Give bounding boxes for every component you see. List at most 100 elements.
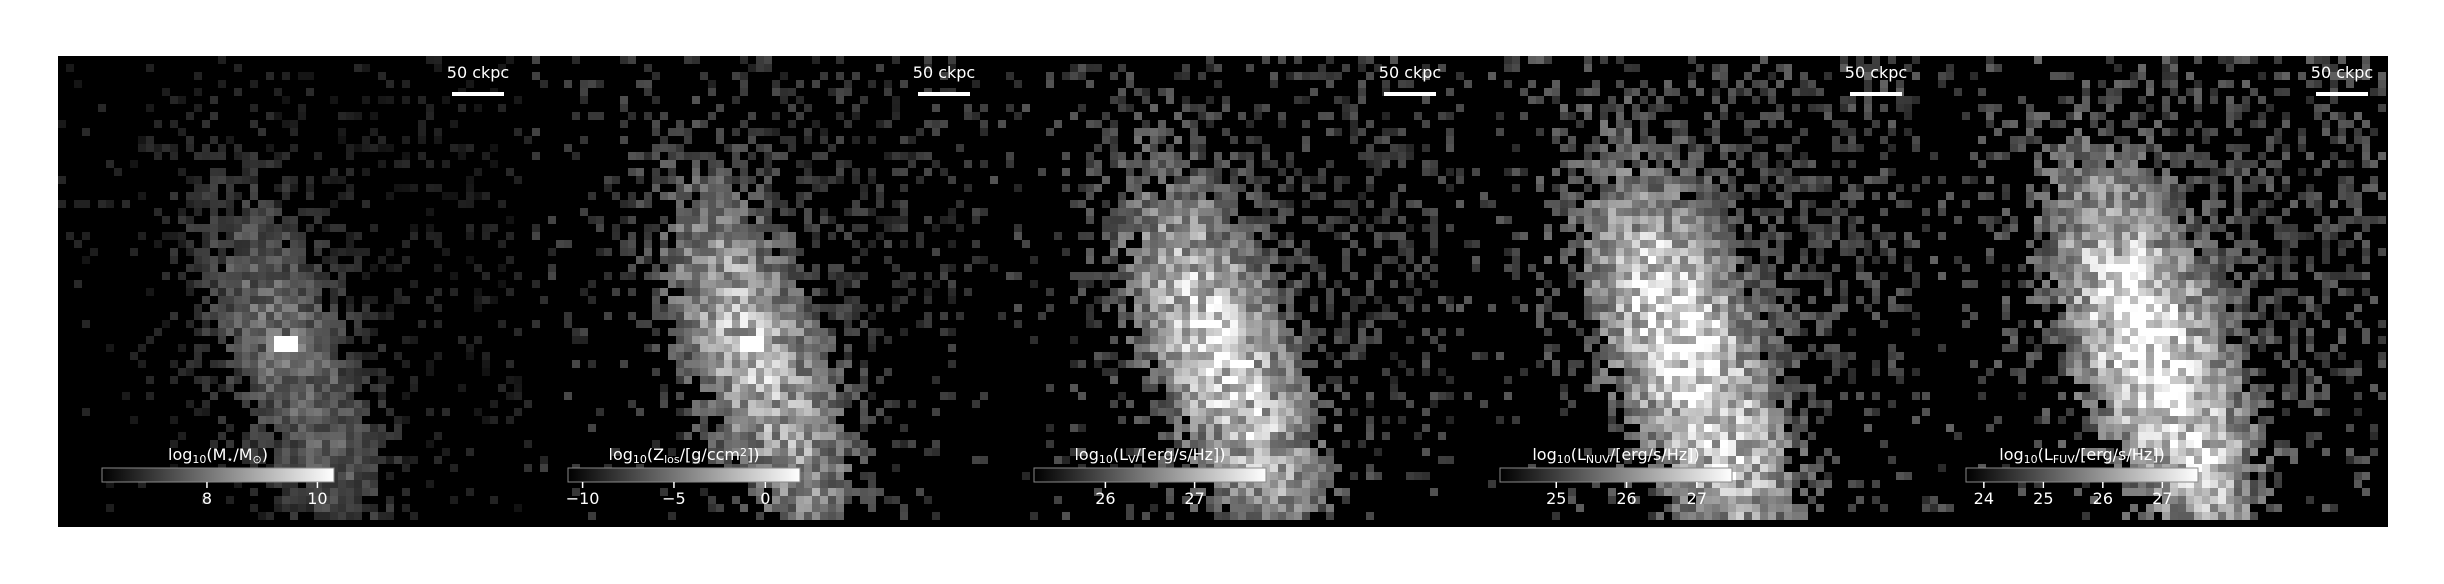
image-pixel [820,464,828,472]
image-pixel [1704,280,1712,288]
image-pixel [1246,360,1254,368]
image-pixel [1262,456,1270,464]
image-pixel [1358,192,1366,200]
image-pixel [788,280,796,288]
image-pixel [1912,280,1920,288]
image-pixel [716,160,724,168]
image-pixel [434,304,442,312]
image-pixel [1624,200,1632,208]
image-pixel [1294,360,1302,368]
image-pixel [346,392,354,400]
image-pixel [964,104,972,112]
image-pixel [1374,152,1382,160]
image-pixel [892,280,900,288]
image-pixel [258,208,266,216]
image-pixel [1078,184,1086,192]
image-pixel [900,168,908,176]
image-pixel [1824,376,1832,384]
image-pixel [796,440,804,448]
image-pixel [178,96,186,104]
image-pixel [1608,280,1616,288]
image-pixel [748,408,756,416]
image-pixel [1472,240,1480,248]
image-pixel [1640,400,1648,408]
image-pixel [1134,312,1142,320]
image-pixel [1752,288,1760,296]
image-pixel [1776,104,1784,112]
image-pixel [1672,160,1680,168]
image-pixel [1222,248,1230,256]
image-pixel [1142,128,1150,136]
image-pixel [932,160,940,168]
image-pixel [1214,448,1222,456]
image-pixel [1318,264,1326,272]
image-pixel [668,272,676,280]
image-pixel [1840,56,1848,64]
image-pixel [402,296,410,304]
image-pixel [234,480,242,488]
image-pixel [1816,272,1824,280]
image-pixel [1134,256,1142,264]
image-pixel [258,248,266,256]
image-pixel [1278,408,1286,416]
image-pixel [1230,304,1238,312]
image-pixel [194,152,202,160]
image-pixel [932,376,940,384]
image-pixel [1616,272,1624,280]
image-pixel [274,272,282,280]
image-pixel [1142,192,1150,200]
image-pixel [1648,152,1656,160]
image-pixel [804,400,812,408]
image-pixel [282,376,290,384]
image-pixel [1358,80,1366,88]
image-pixel [932,280,940,288]
image-pixel [1278,496,1286,504]
image-pixel [948,360,956,368]
image-pixel [652,328,660,336]
image-pixel [820,472,828,480]
image-pixel [1624,296,1632,304]
image-pixel [1198,192,1206,200]
image-pixel [756,240,764,248]
image-pixel [1664,264,1672,272]
image-pixel [282,312,290,320]
image-pixel [836,440,844,448]
image-pixel [804,480,812,488]
image-pixel [1864,112,1872,120]
image-pixel [1704,144,1712,152]
image-pixel [716,208,724,216]
image-pixel [1102,136,1110,144]
image-pixel [1632,232,1640,240]
image-pixel [514,176,522,184]
image-pixel [1696,384,1704,392]
image-pixel [772,496,780,504]
image-pixel [852,384,860,392]
image-pixel [1592,232,1600,240]
image-pixel [964,112,972,120]
image-pixel [1142,360,1150,368]
image-pixel [1182,176,1190,184]
image-pixel [1302,248,1310,256]
image-pixel [322,488,330,496]
image-pixel [1888,368,1896,376]
image-pixel [1608,400,1616,408]
image-pixel [764,432,772,440]
image-pixel [780,280,788,288]
image-pixel [732,192,740,200]
image-pixel [1110,120,1118,128]
image-pixel [1840,120,1848,128]
image-pixel [1720,144,1728,152]
image-pixel [274,304,282,312]
image-pixel [1712,120,1720,128]
image-pixel [948,296,956,304]
image-pixel [1512,56,1520,64]
image-pixel [354,504,362,512]
image-pixel [676,264,684,272]
image-pixel [354,360,362,368]
image-pixel [684,256,692,264]
image-pixel [724,392,732,400]
image-pixel [226,240,234,248]
image-pixel [1262,272,1270,280]
image-pixel [708,296,716,304]
image-pixel [1640,352,1648,360]
